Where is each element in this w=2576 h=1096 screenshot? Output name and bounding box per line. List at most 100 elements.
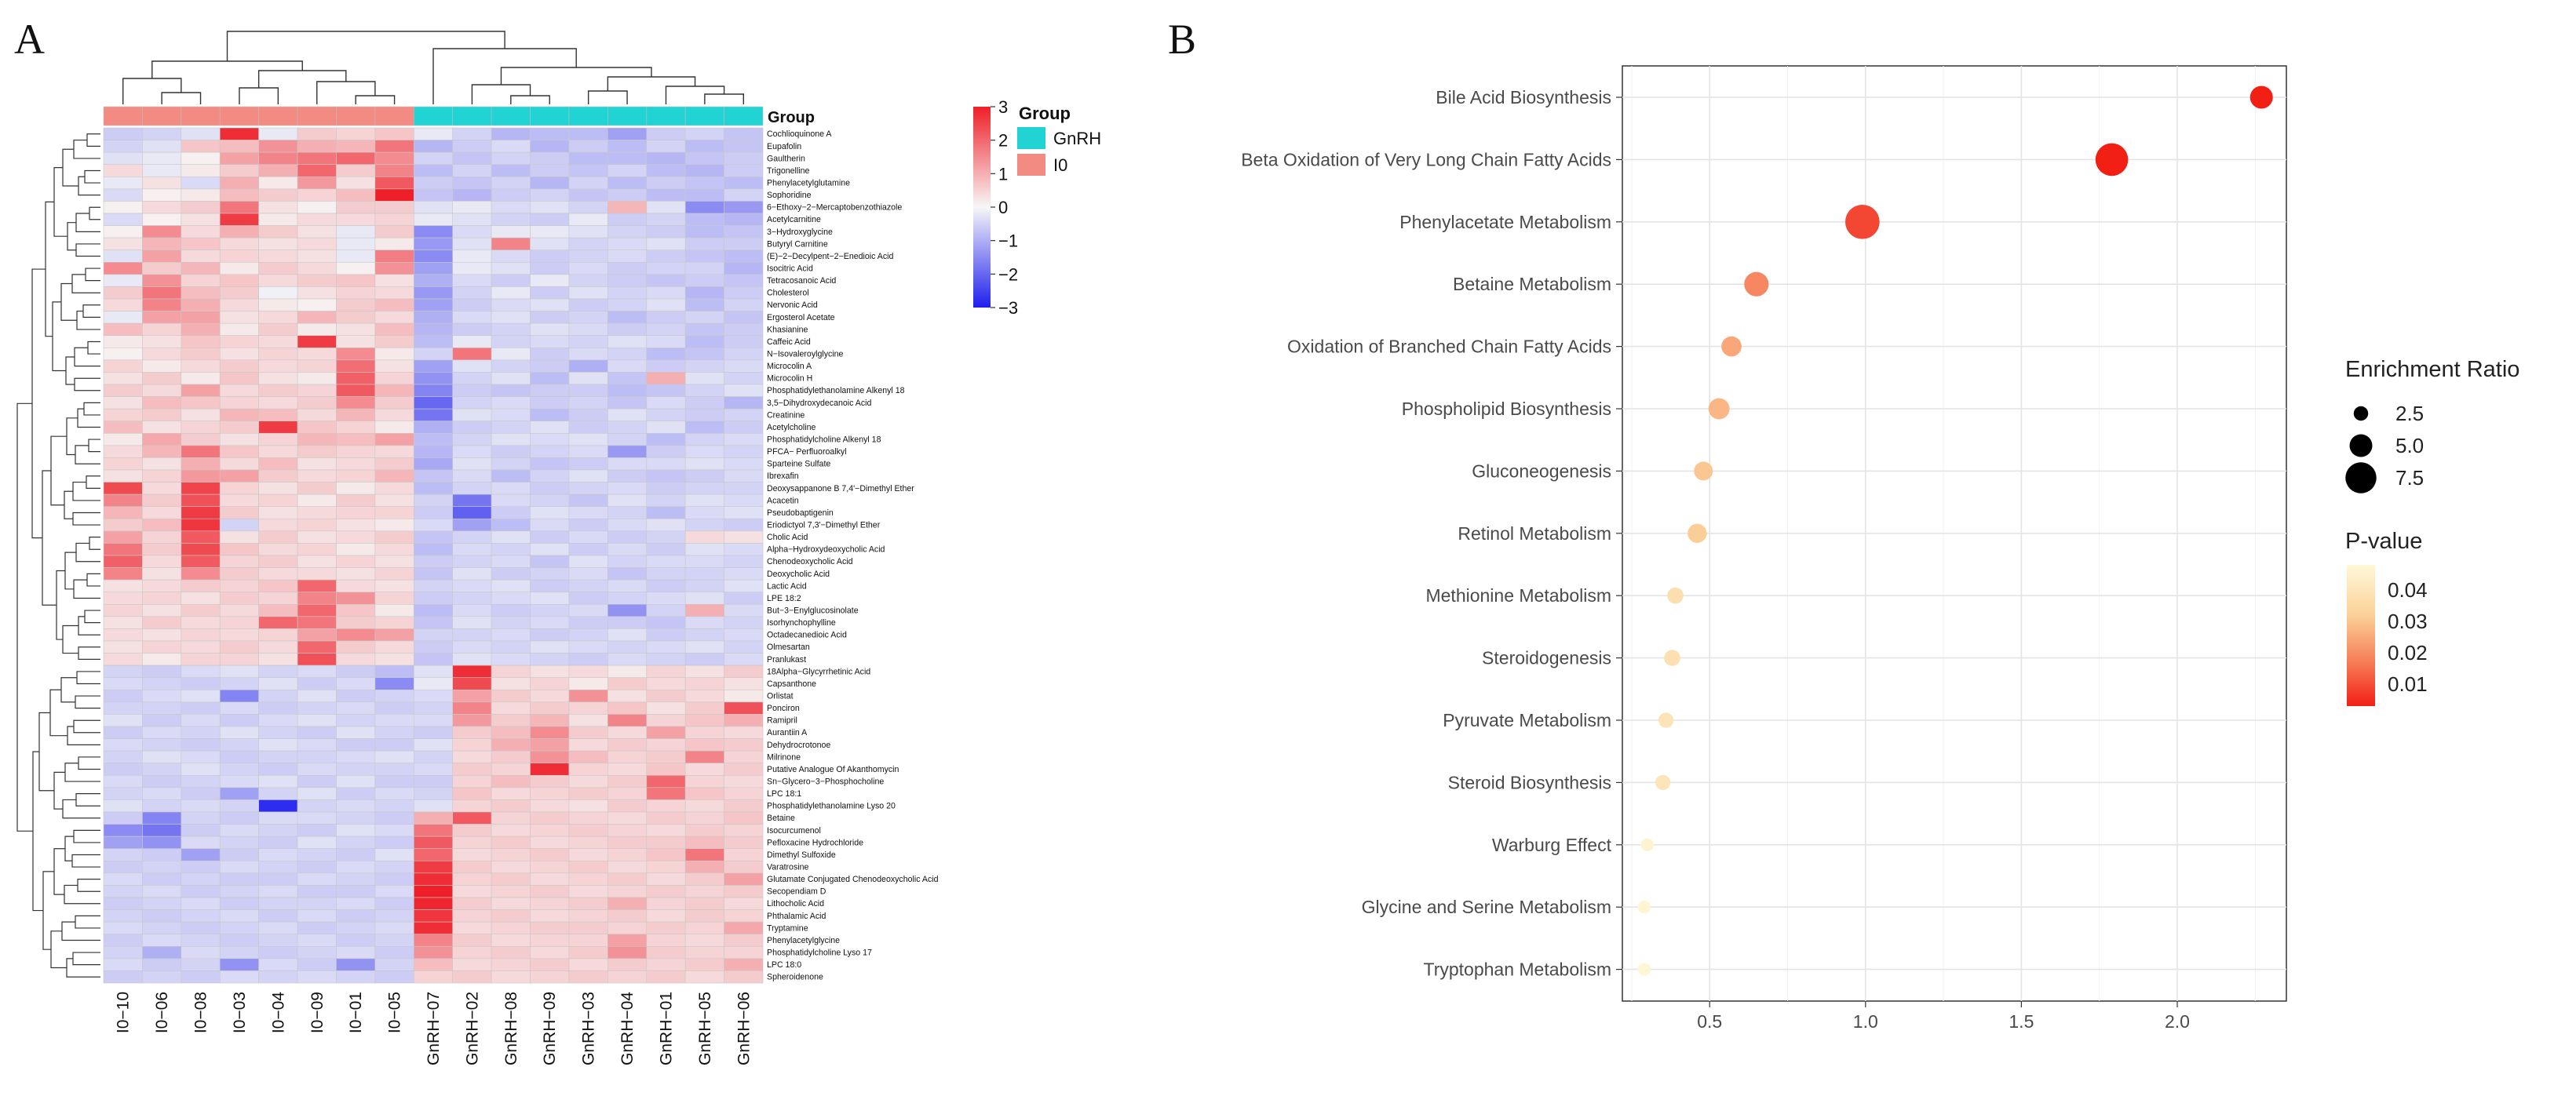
heatmap-cell xyxy=(646,885,686,898)
heatmap-cell xyxy=(491,872,531,886)
heatmap-cell xyxy=(452,213,492,226)
pvalue-tick-label: 0.02 xyxy=(2388,641,2428,665)
heatmap-cell xyxy=(413,824,454,837)
heatmap-cell xyxy=(297,774,337,788)
group-annotation-cell xyxy=(491,106,531,126)
heatmap-cell xyxy=(258,151,298,166)
heatmap-cell xyxy=(219,347,259,361)
heatmap-cell xyxy=(142,848,182,861)
dotplot-category-labels: Bile Acid Biosynthesis Beta Oxidation of … xyxy=(1241,87,1622,980)
heatmap-cell xyxy=(103,493,143,508)
heatmap-cell xyxy=(452,396,492,410)
heatmap-cell xyxy=(219,225,259,238)
heatmap-cell xyxy=(724,164,764,177)
heatmap-cell xyxy=(258,738,298,752)
heatmap-cell xyxy=(374,518,414,532)
heatmap-cell xyxy=(258,677,298,690)
size-legend-title: Enrichment Ratio xyxy=(2345,357,2519,382)
heatmap-cell xyxy=(219,567,259,581)
heatmap-cell xyxy=(568,249,608,263)
row-label: Khasianine xyxy=(767,325,808,334)
heatmap-cell xyxy=(181,934,221,947)
row-label: Alpha−Hydroxydeoxycholic Acid xyxy=(767,545,885,555)
heatmap-cell xyxy=(181,213,221,226)
column-label: I0−05 xyxy=(386,992,404,1033)
panel-b-letter: B xyxy=(1168,16,1196,63)
heatmap-cell xyxy=(297,457,337,471)
heatmap-cell xyxy=(297,958,337,971)
heatmap-cell xyxy=(684,774,724,788)
heatmap-cell xyxy=(684,140,724,153)
heatmap-cell xyxy=(142,421,182,434)
heatmap-cell xyxy=(724,774,764,788)
heatmap-cell xyxy=(724,396,764,410)
heatmap-cell xyxy=(103,469,143,482)
group-legend-swatch-i0 xyxy=(1017,154,1045,176)
row-label: Cholesterol xyxy=(767,289,809,298)
heatmap-cell xyxy=(646,567,686,581)
heatmap-cell xyxy=(452,164,492,177)
heatmap-cell xyxy=(219,384,259,397)
heatmap-cell xyxy=(219,530,259,544)
heatmap-cell xyxy=(452,359,492,373)
heatmap-cell xyxy=(530,408,570,422)
category-label: Oxidation of Branched Chain Fatty Acids xyxy=(1287,337,1611,357)
heatmap-cell xyxy=(103,506,143,519)
heatmap-cell xyxy=(724,225,764,238)
dendrogram-branch xyxy=(257,70,347,88)
heatmap-cell xyxy=(142,934,182,947)
dendrogram-branch xyxy=(73,719,100,734)
row-label: 3−Hydroxyglycine xyxy=(767,228,833,237)
heatmap-cell xyxy=(646,799,686,813)
heatmap-cell xyxy=(724,677,764,690)
heatmap-cell xyxy=(181,311,221,324)
heatmap-cell xyxy=(336,774,376,788)
heatmap-cell xyxy=(336,421,376,434)
heatmap-cell xyxy=(103,665,143,679)
heatmap-cell xyxy=(491,384,531,397)
heatmap-colorbar xyxy=(973,107,991,308)
heatmap-cell xyxy=(336,261,376,275)
heatmap-cell xyxy=(608,970,648,984)
dendrogram-branch xyxy=(122,78,182,104)
category-label: Pyruvate Metabolism xyxy=(1443,710,1611,730)
heatmap-cell xyxy=(491,653,531,666)
heatmap-cell xyxy=(142,665,182,679)
heatmap-cell xyxy=(181,274,221,287)
heatmap-cell xyxy=(646,372,686,385)
heatmap-cell xyxy=(142,493,182,508)
heatmap-cell xyxy=(219,616,259,629)
heatmap-cell xyxy=(568,689,608,703)
heatmap-cell xyxy=(103,396,143,410)
heatmap-cell xyxy=(258,763,298,776)
heatmap-cell xyxy=(568,493,608,508)
heatmap-cell xyxy=(181,799,221,813)
heatmap-cell xyxy=(568,921,608,935)
category-label: Glycine and Serine Metabolism xyxy=(1362,897,1611,917)
heatmap-cell xyxy=(608,567,648,581)
heatmap-cell xyxy=(491,176,531,190)
heatmap-cell xyxy=(142,799,182,813)
heatmap-cell xyxy=(258,909,298,923)
heatmap-cell xyxy=(530,213,570,226)
heatmap-cell xyxy=(530,726,570,739)
dotplot-point xyxy=(1844,204,1880,239)
heatmap-cell xyxy=(608,274,648,287)
row-label: Phthalamic Acid xyxy=(767,912,826,921)
heatmap-cell xyxy=(374,225,414,238)
heatmap-cell xyxy=(413,176,454,190)
heatmap-cell xyxy=(530,689,570,703)
heatmap-cell xyxy=(336,824,376,837)
heatmap-cell xyxy=(724,518,764,532)
heatmap-cell xyxy=(724,714,764,727)
heatmap-cell xyxy=(219,921,259,935)
dendrogram-branch xyxy=(75,793,100,807)
heatmap-cell xyxy=(684,934,724,947)
panel-a-letter: A xyxy=(14,16,45,63)
heatmap-cell xyxy=(530,714,570,727)
heatmap-cell xyxy=(258,799,298,813)
heatmap-cell xyxy=(103,897,143,910)
heatmap-cell xyxy=(452,322,492,337)
heatmap-cell xyxy=(452,335,492,348)
heatmap-cell xyxy=(608,384,648,397)
